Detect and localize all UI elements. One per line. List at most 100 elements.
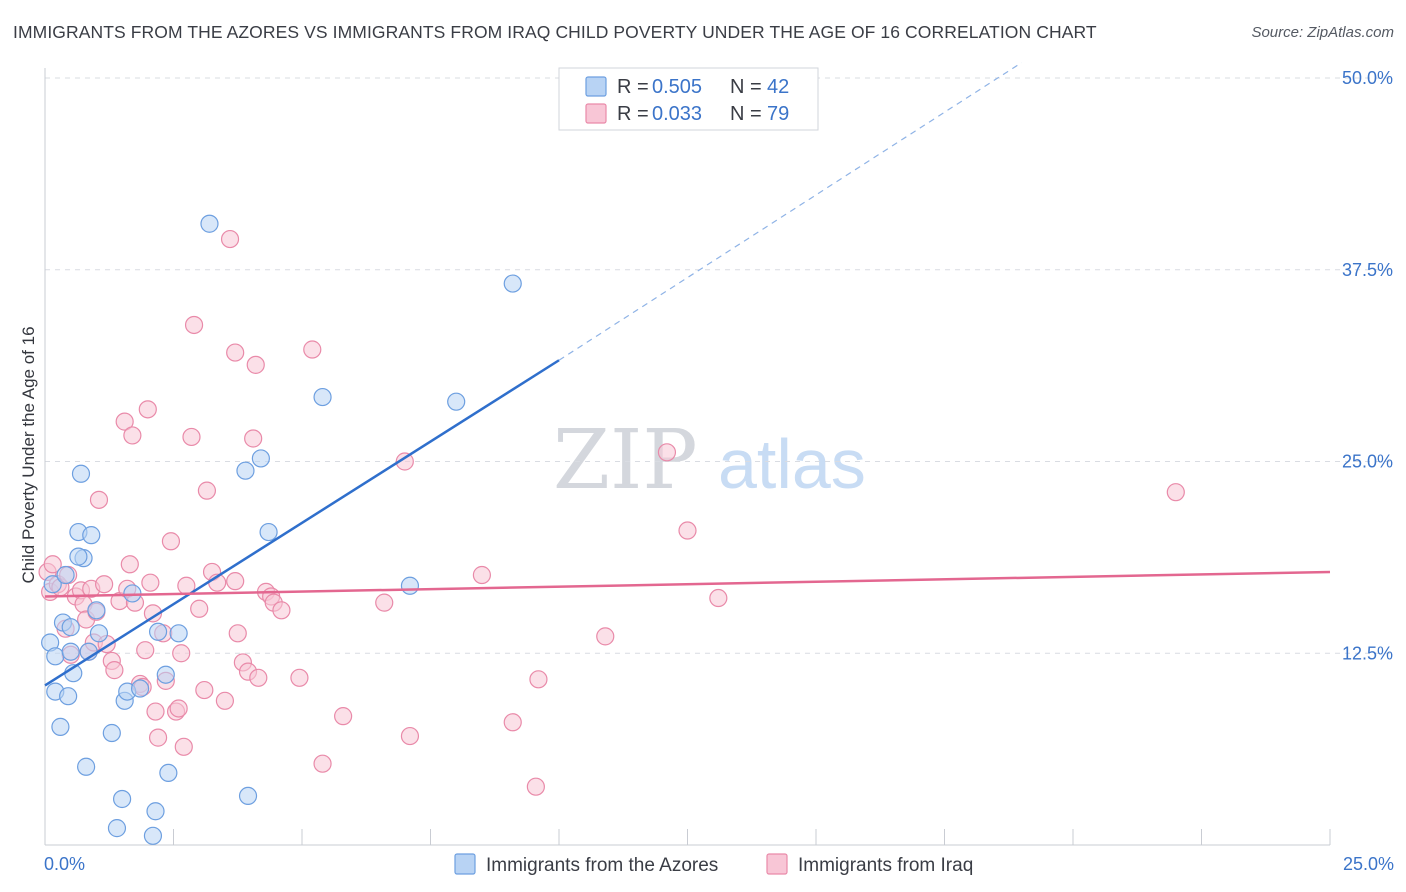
azores-point-21: [112, 789, 132, 809]
iraq-point-71: [472, 565, 491, 585]
azores-point-6: [56, 565, 75, 585]
iraq-point-34: [148, 728, 168, 747]
source-label: Source: ZipAtlas.com: [1251, 24, 1394, 41]
azores-point-31: [169, 624, 188, 643]
y-tick-label-2: 37.5%: [1342, 260, 1393, 280]
azores-point-35: [251, 449, 270, 468]
iraq-point-45: [190, 599, 209, 618]
azores-point-8: [61, 642, 80, 661]
iraq-point-44: [184, 315, 204, 335]
iraq-point-24: [120, 555, 139, 574]
azores-trendline: [44, 359, 560, 687]
azores-point-33: [236, 461, 255, 480]
y-tick-label-3: 50.0%: [1342, 68, 1393, 88]
azores-point-18: [89, 624, 109, 643]
legend-row-azores: R = 0.505 N = 42: [617, 76, 789, 98]
iraq-point-77: [678, 521, 697, 540]
iraq-point-46: [195, 680, 214, 700]
x-tick-label-min: 0.0%: [44, 854, 85, 874]
legend-swatch-iraq: [585, 103, 607, 124]
legend-n-label-azores: N =: [730, 76, 767, 98]
y-tick-label-0: 12.5%: [1342, 643, 1393, 663]
iraq-point-53: [226, 343, 245, 362]
iraq-point-41: [174, 737, 193, 756]
watermark-zip: ZIP: [553, 413, 698, 508]
iraq-point-74: [529, 670, 548, 689]
watermark-atlas: atlas: [718, 425, 866, 503]
iraq-point-2: [43, 555, 62, 574]
iraq-point-37: [161, 532, 181, 551]
y-tick-labels: 12.5% 25.0% 37.5% 50.0%: [1342, 68, 1393, 663]
iraq-point-17: [95, 575, 114, 594]
azores-point-19: [102, 723, 121, 743]
azores-point-36: [259, 522, 278, 542]
series-legend: Immigrants from the Azores Immigrants fr…: [454, 853, 973, 876]
iraq-points: [38, 229, 1185, 796]
x-tick-label-max: 25.0%: [1343, 854, 1394, 874]
iraq-point-20: [105, 661, 124, 680]
iraq-point-47: [197, 481, 217, 500]
legend-swatch-azores: [585, 76, 607, 97]
azores-point-20: [107, 819, 127, 838]
legend-n-value-azores: 42: [767, 76, 789, 98]
azores-point-30: [159, 763, 178, 783]
azores-point-3: [46, 647, 65, 666]
iraq-point-69: [395, 452, 414, 471]
x-tick-marks: [44, 829, 1331, 845]
iraq-point-64: [290, 668, 309, 687]
iraq-point-50: [215, 691, 234, 710]
iraq-point-22: [115, 412, 134, 431]
iraq-point-59: [249, 668, 268, 687]
iraq-point-73: [526, 777, 545, 796]
iraq-point-33: [146, 702, 165, 721]
azores-point-37: [313, 387, 332, 407]
legend-r-value-iraq: 0.033: [652, 103, 702, 125]
iraq-point-52: [226, 572, 245, 591]
iraq-point-67: [334, 707, 353, 726]
azores-trendline-extension: [558, 62, 1022, 361]
iraq-point-31: [141, 573, 160, 592]
series-legend-swatch-iraq: [766, 853, 788, 875]
iraq-point-66: [313, 754, 332, 773]
trend-lines: [44, 62, 1331, 687]
azores-point-9: [61, 618, 80, 637]
iraq-point-65: [303, 340, 322, 359]
iraq-point-76: [657, 443, 677, 462]
iraq-point-54: [228, 624, 247, 643]
azores-points: [41, 214, 522, 845]
iraq-trendline: [44, 570, 1331, 598]
legend-n-label-iraq: N =: [730, 103, 767, 125]
iraq-point-43: [182, 427, 201, 447]
iraq-point-57: [244, 429, 263, 448]
azores-point-39: [447, 392, 466, 411]
legend-row-iraq: R = 0.033 N = 79: [617, 103, 789, 125]
chart-title: IMMIGRANTS FROM THE AZORES VS IMMIGRANTS…: [13, 22, 1097, 42]
iraq-point-51: [220, 229, 240, 249]
iraq-point-75: [596, 627, 615, 646]
iraq-point-30: [138, 400, 157, 419]
stats-legend: R = 0.505 N = 42 R = 0.033 N = 79: [558, 67, 819, 131]
legend-r-label-iraq: R =: [617, 103, 654, 125]
watermark: ZIP atlas: [553, 413, 866, 508]
azores-point-17: [87, 601, 106, 620]
legend-r-label-azores: R =: [617, 76, 654, 98]
azores-point-1: [43, 575, 62, 594]
azores-point-28: [148, 622, 168, 641]
azores-point-7: [59, 687, 78, 706]
azores-point-27: [146, 802, 165, 821]
azores-point-4: [51, 717, 70, 736]
y-axis-label: Child Poverty Under the Age of 16: [19, 326, 38, 583]
iraq-point-70: [400, 726, 420, 746]
azores-point-26: [143, 826, 163, 845]
iraq-point-25: [123, 426, 142, 445]
azores-point-16: [82, 526, 101, 545]
iraq-point-63: [272, 601, 291, 620]
iraq-point-40: [172, 644, 191, 663]
azores-point-12: [71, 464, 91, 483]
azores-point-25: [130, 679, 150, 698]
azores-point-14: [77, 757, 96, 776]
iraq-point-68: [375, 593, 394, 612]
iraq-point-58: [246, 355, 265, 374]
azores-point-40: [503, 274, 522, 293]
